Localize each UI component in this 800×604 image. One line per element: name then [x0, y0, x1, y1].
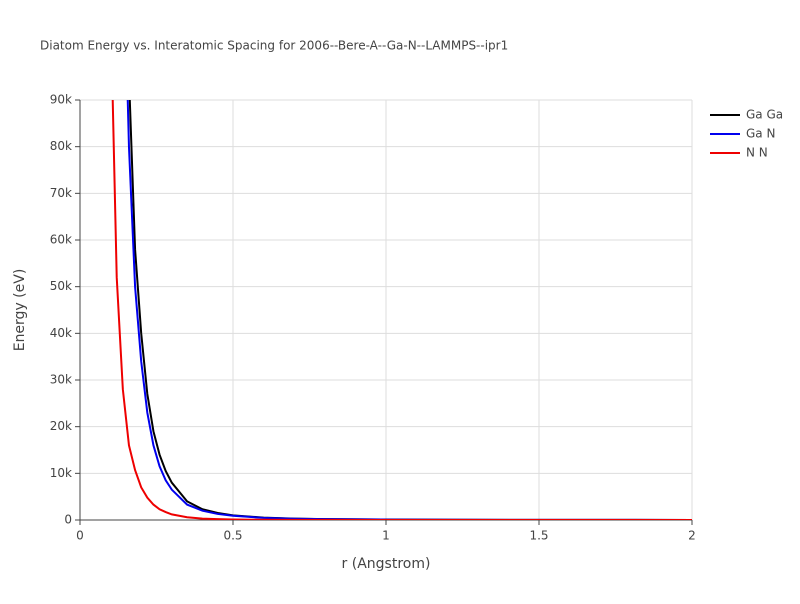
- x-tick-label: 1.5: [529, 529, 548, 543]
- y-tick-label: 20k: [50, 419, 72, 433]
- legend-label: Ga N: [746, 127, 775, 141]
- legend-label: N N: [746, 146, 768, 160]
- y-axis-label: Energy (eV): [12, 269, 28, 352]
- legend-label: Ga Ga: [746, 108, 783, 122]
- y-tick-label: 60k: [50, 233, 72, 247]
- plot-area: [111, 100, 692, 520]
- y-tick-label: 10k: [50, 466, 72, 480]
- y-tick-label: 30k: [50, 373, 72, 387]
- y-tick-label: 80k: [50, 139, 72, 153]
- x-tick-label: 1: [382, 529, 390, 543]
- y-tick-label: 40k: [50, 326, 72, 340]
- series-line: [126, 100, 692, 520]
- series-line: [111, 100, 692, 520]
- y-tick-label: 50k: [50, 279, 72, 293]
- x-tick-label: 0: [76, 529, 84, 543]
- y-tick-label: 90k: [50, 93, 72, 107]
- chart-title: Diatom Energy vs. Interatomic Spacing fo…: [40, 39, 508, 53]
- y-tick-label: 0: [64, 513, 72, 527]
- y-tick-label: 70k: [50, 186, 72, 200]
- series-line: [128, 100, 692, 520]
- x-tick-label: 2: [688, 529, 696, 543]
- x-tick-label: 0.5: [223, 529, 242, 543]
- x-axis-label: r (Angstrom): [342, 556, 431, 572]
